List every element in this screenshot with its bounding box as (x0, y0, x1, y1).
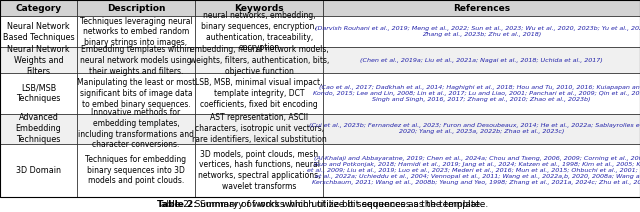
Text: Neural Network
Weights and
Filters: Neural Network Weights and Filters (7, 45, 70, 75)
Bar (77, 73, 195, 114)
Bar (195, 47, 323, 73)
Text: (Chen et al., 2019a; Liu et al., 2021a; Nagai et al., 2018; Uchida et al., 2017): (Chen et al., 2019a; Liu et al., 2021a; … (360, 58, 603, 63)
Bar (0, 0, 77, 16)
Text: Category: Category (15, 4, 61, 13)
Bar (323, 0, 640, 16)
Bar (0, 16, 77, 47)
Bar (0, 114, 77, 144)
Text: Summary of works which utilize bit sequences as the template.: Summary of works which utilize bit seque… (197, 200, 488, 209)
Bar (195, 73, 323, 114)
Text: (Cui et al., 2023b; Fernandez et al., 2023; Furon and Desoubeaux, 2014; He et al: (Cui et al., 2023b; Fernandez et al., 20… (309, 123, 640, 134)
Text: LSB/MSB
Techniques: LSB/MSB Techniques (16, 84, 61, 103)
Text: Techniques leveraging neural
networks to embed random
binary strings into images: Techniques leveraging neural networks to… (79, 17, 193, 47)
Text: Table 2:: Table 2: (157, 200, 197, 209)
Text: Description: Description (107, 4, 165, 13)
Bar (195, 144, 323, 197)
Bar (323, 114, 640, 144)
Bar (77, 0, 195, 16)
Bar (323, 73, 640, 114)
Text: Advanced
Embedding
Techniques: Advanced Embedding Techniques (15, 113, 61, 144)
Bar (195, 0, 323, 16)
Text: Neural Network
Based Techniques: Neural Network Based Techniques (3, 22, 74, 42)
Bar (0, 73, 77, 114)
Text: (Cao et al., 2017; Dadkhah et al., 2014; Haghighi et al., 2018; Hou and Tu, 2010: (Cao et al., 2017; Dadkhah et al., 2014;… (314, 85, 640, 102)
Text: Techniques for embedding
binary sequences into 3D
models and point clouds.: Techniques for embedding binary sequence… (85, 155, 187, 186)
Text: (Al-Khalaji and Abbayaratne, 2019; Chen et al., 2024a; Chou and Tseng, 2006, 200: (Al-Khalaji and Abbayaratne, 2019; Chen … (307, 156, 640, 185)
Text: 3D Domain: 3D Domain (16, 166, 61, 175)
Text: LSB, MSB, minimal visual impact,
template integrity, DCT
coefficients, fixed bit: LSB, MSB, minimal visual impact, templat… (195, 78, 323, 109)
Text: Keywords: Keywords (234, 4, 284, 13)
Bar (0, 47, 77, 73)
Text: Manipulating the least or most
significant bits of image data
to embed binary se: Manipulating the least or most significa… (77, 78, 195, 109)
Text: AST representation, ASCII
characters, isotropic unit vectors,
rare identifiers, : AST representation, ASCII characters, is… (192, 113, 326, 144)
Bar (323, 144, 640, 197)
Bar (77, 47, 195, 73)
Text: neural networks, embedding,
binary sequences, encryption,
authentication, tracea: neural networks, embedding, binary seque… (202, 11, 317, 52)
Text: Embedding templates within
neural network models using
their weights and filters: Embedding templates within neural networ… (80, 45, 192, 75)
Bar (0, 144, 77, 197)
Bar (323, 47, 640, 73)
Bar (77, 16, 195, 47)
Bar (323, 16, 640, 47)
Bar (77, 114, 195, 144)
Text: Innovative methods for
embedding templates,
including transformations and
charac: Innovative methods for embedding templat… (78, 108, 194, 149)
Bar (195, 114, 323, 144)
Text: 3D models, point clouds, mesh
vertices, hash functions, neural
networks, spectra: 3D models, point clouds, mesh vertices, … (198, 150, 321, 191)
Text: (Darvish Rouhani et al., 2019; Meng et al., 2022; Sun et al., 2023; Wu et al., 2: (Darvish Rouhani et al., 2019; Meng et a… (314, 26, 640, 37)
Bar (77, 144, 195, 197)
Text: Table 2: Summary of works which utilize bit sequences as the template.: Table 2: Summary of works which utilize … (157, 200, 483, 209)
Text: embedding, neural network models,
weights, filters, authentication, bits,
object: embedding, neural network models, weight… (189, 45, 329, 75)
Bar (195, 16, 323, 47)
Text: References: References (453, 4, 510, 13)
